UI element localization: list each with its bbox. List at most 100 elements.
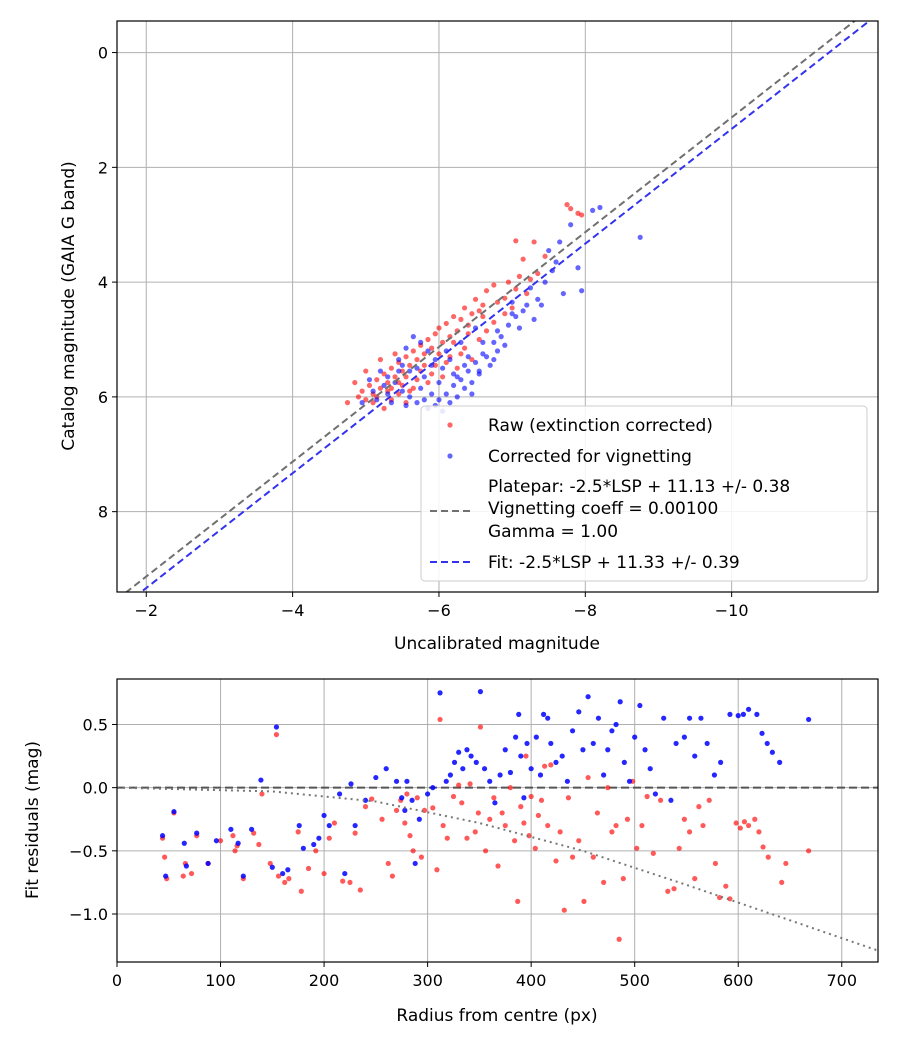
- raw-point: [381, 371, 387, 377]
- raw-residual-point: [502, 822, 508, 829]
- corrected-point: [454, 374, 460, 380]
- raw-residual-point: [561, 907, 567, 913]
- raw-residual-point: [379, 816, 385, 822]
- corrected-residual-point: [626, 778, 633, 784]
- raw-point: [436, 351, 442, 357]
- corrected-point: [418, 339, 424, 345]
- raw-point: [469, 311, 475, 317]
- corrected-residual-point: [502, 747, 508, 753]
- corrected-point: [476, 368, 482, 374]
- corrected-residual-point: [443, 778, 449, 784]
- raw-residual-point: [450, 793, 457, 800]
- corrected-point: [421, 397, 427, 403]
- raw-residual-point: [404, 791, 410, 797]
- corrected-point: [388, 400, 394, 406]
- corrected-residual-point: [300, 845, 306, 851]
- raw-residual-point: [594, 810, 601, 816]
- corrected-residual-point: [632, 734, 638, 740]
- corrected-point: [461, 385, 468, 391]
- corrected-residual-point: [647, 766, 653, 772]
- corrected-residual-point: [205, 860, 211, 867]
- corrected-residual-point: [404, 778, 410, 784]
- corrected-residual-point: [609, 728, 615, 734]
- raw-point: [564, 202, 570, 208]
- corrected-point: [553, 259, 559, 265]
- residuals-plot-xlabel: Radius from centre (px): [396, 1006, 597, 1026]
- raw-residual-point: [779, 879, 785, 886]
- raw-point: [527, 276, 534, 282]
- raw-residual-point: [515, 898, 521, 904]
- raw-point: [502, 311, 508, 317]
- raw-residual-point: [676, 845, 682, 851]
- raw-residual-point: [162, 854, 168, 860]
- corrected-point: [359, 400, 365, 406]
- raw-point: [454, 365, 460, 371]
- corrected-point: [458, 339, 464, 345]
- corrected-point: [436, 397, 442, 403]
- magnitude-plot-ytick-label: 0: [98, 44, 108, 63]
- fit-line: [139, 21, 871, 592]
- corrected-residual-point: [516, 711, 522, 717]
- residuals-plot-xtick-label: 600: [723, 971, 754, 990]
- corrected-point: [494, 348, 501, 354]
- raw-residual-point: [464, 835, 470, 841]
- corrected-point: [425, 348, 431, 354]
- corrected-point: [465, 368, 471, 374]
- corrected-point: [396, 368, 402, 374]
- raw-point: [443, 320, 449, 327]
- corrected-point: [370, 388, 376, 394]
- corrected-residual-point: [553, 759, 559, 765]
- legend-raw-label: Raw (extinction corrected): [488, 416, 713, 436]
- raw-point: [513, 238, 519, 244]
- raw-residual-point: [528, 793, 534, 800]
- raw-residual-point: [581, 898, 587, 904]
- platepar-line: [124, 21, 857, 592]
- corrected-point: [568, 222, 574, 228]
- raw-residual-point: [681, 816, 687, 822]
- raw-residual-point: [532, 845, 538, 851]
- raw-point: [355, 394, 362, 400]
- raw-residual-point: [321, 870, 327, 877]
- corrected-point: [381, 382, 387, 389]
- raw-residual-point: [686, 829, 693, 835]
- corrected-residual-point: [468, 753, 474, 759]
- raw-residual-point: [393, 807, 400, 813]
- raw-residual-point: [548, 762, 554, 768]
- corrected-residual-point: [580, 747, 586, 753]
- residuals-plot-ytick-label: −1.0: [69, 905, 108, 924]
- corrected-point: [480, 339, 486, 345]
- raw-residual-point: [716, 894, 723, 901]
- raw-point: [483, 328, 490, 334]
- raw-point: [385, 379, 391, 386]
- raw-residual-point: [752, 816, 758, 822]
- corrected-residual-point: [258, 777, 264, 783]
- corrected-point: [407, 368, 413, 374]
- raw-point: [520, 256, 526, 262]
- corrected-point: [429, 391, 435, 397]
- legend-corrected-label: Corrected for vignetting: [488, 447, 692, 467]
- raw-residual-point: [507, 785, 514, 791]
- raw-residual-point: [521, 820, 527, 826]
- corrected-residual-point: [806, 716, 812, 723]
- corrected-point: [454, 394, 460, 400]
- corrected-residual-point: [437, 690, 443, 696]
- raw-residual-point: [495, 863, 501, 869]
- raw-residual-point: [305, 865, 312, 872]
- magnitude-plot-content: [124, 21, 871, 592]
- raw-residual-point: [459, 800, 465, 806]
- legend-platepar-label: Platepar: -2.5*LSP + 11.13 +/- 0.38: [488, 477, 790, 497]
- raw-point: [370, 400, 376, 406]
- raw-point: [432, 331, 438, 337]
- raw-residual-point: [585, 774, 591, 781]
- magnitude-plot-xtick-label: −10: [715, 601, 749, 620]
- raw-residual-point: [624, 816, 631, 822]
- raw-residual-point: [340, 878, 346, 884]
- corrected-point: [538, 302, 545, 308]
- legend-gamma-label: Gamma = 1.00: [488, 522, 618, 542]
- legend-box: [420, 405, 868, 582]
- corrected-point: [450, 371, 457, 377]
- corrected-point: [469, 379, 475, 386]
- raw-residual-point: [634, 845, 640, 851]
- magnitude-plot-xlabel: Uncalibrated magnitude: [394, 634, 600, 654]
- raw-point: [432, 362, 438, 368]
